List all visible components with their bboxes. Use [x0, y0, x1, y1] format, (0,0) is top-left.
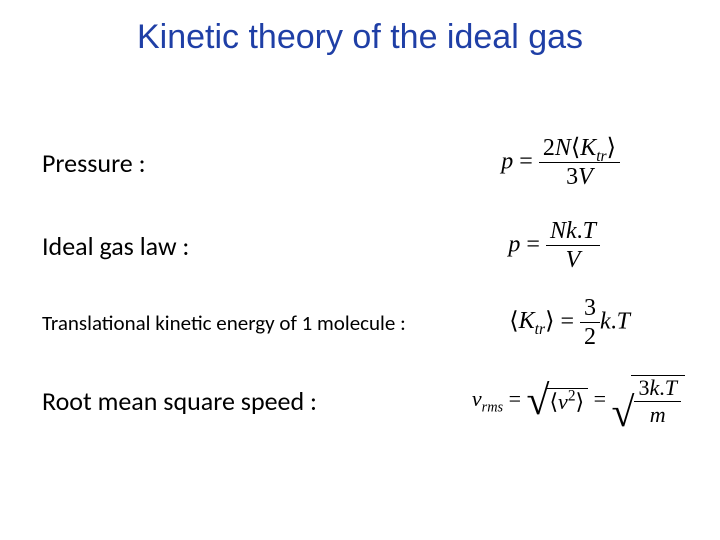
formula-pressure: p = 2N⟨Ktr⟩3V: [501, 135, 620, 191]
row-translational-ke: Translational kinetic energy of 1 molecu…: [42, 295, 630, 351]
formula-rms-speed: vrms = √⟨v2⟩ = √3k.Tm: [472, 375, 685, 427]
row-pressure: Pressure : p = 2N⟨Ktr⟩3V: [42, 135, 620, 191]
formula-ideal-gas-law: p = Nk.TV: [508, 218, 600, 274]
label-rms-speed: Root mean square speed :: [42, 385, 317, 417]
formula-translational-ke: ⟨Ktr⟩ = 32k.T: [509, 295, 630, 351]
slide: Kinetic theory of the ideal gas Pressure…: [0, 0, 720, 540]
slide-title: Kinetic theory of the ideal gas: [0, 18, 720, 57]
row-ideal-gas-law: Ideal gas law : p = Nk.TV: [42, 218, 600, 274]
row-rms-speed: Root mean square speed : vrms = √⟨v2⟩ = …: [42, 375, 685, 427]
label-translational-ke: Translational kinetic energy of 1 molecu…: [42, 310, 406, 336]
label-ideal-gas-law: Ideal gas law :: [42, 230, 189, 262]
label-pressure: Pressure :: [42, 147, 146, 179]
